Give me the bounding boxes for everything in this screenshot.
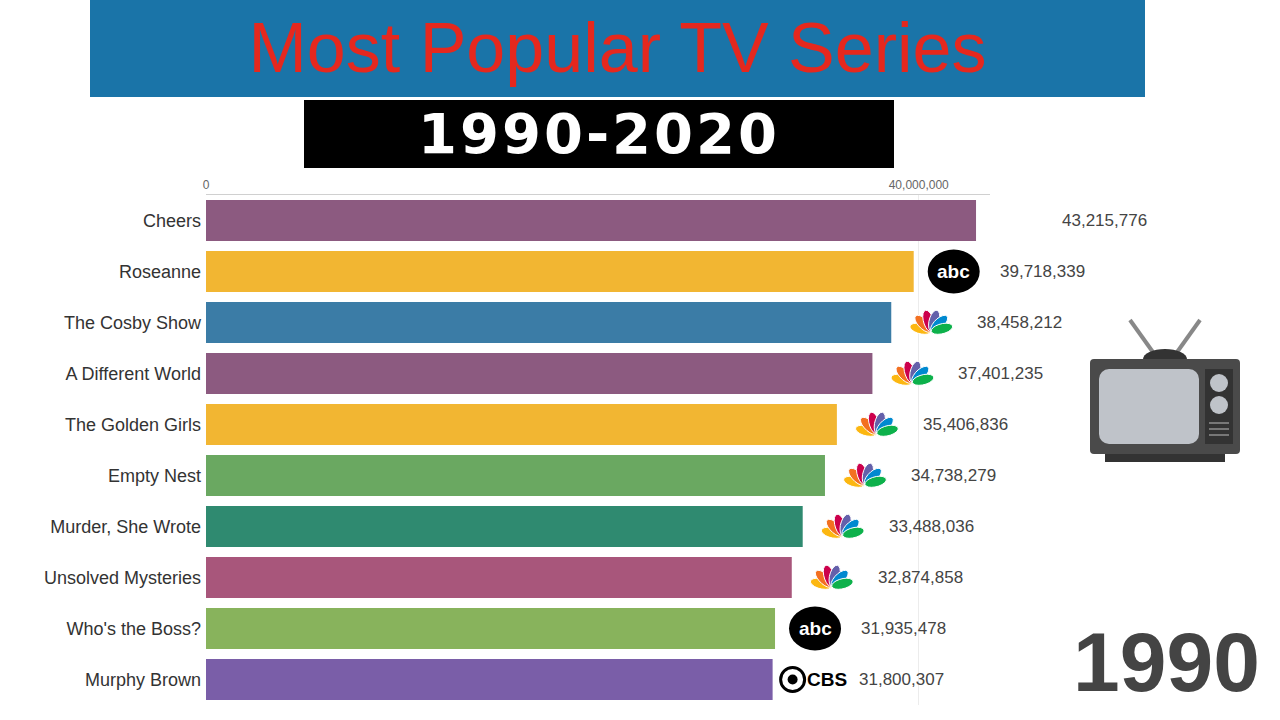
svg-text:38,458,212: 38,458,212 (977, 313, 1062, 332)
svg-text:Roseanne: Roseanne (119, 262, 201, 282)
svg-text:37,401,235: 37,401,235 (958, 364, 1043, 383)
svg-text:Unsolved Mysteries: Unsolved Mysteries (44, 568, 201, 588)
svg-text:31,935,478: 31,935,478 (861, 619, 946, 638)
svg-text:1990: 1990 (1073, 615, 1260, 709)
svg-text:35,406,836: 35,406,836 (923, 415, 1008, 434)
svg-text:39,718,339: 39,718,339 (1000, 262, 1085, 281)
svg-text:The Golden Girls: The Golden Girls (65, 415, 201, 435)
html-text:Most Popular TV Series: Most Popular TV Series (248, 9, 987, 87)
svg-text:abc: abc (937, 261, 970, 282)
svg-text:CBS: CBS (807, 669, 847, 690)
svg-text:40,000,000: 40,000,000 (889, 178, 949, 192)
svg-text:Cheers: Cheers (143, 211, 201, 231)
svg-text:A Different World: A Different World (66, 364, 201, 384)
svg-text:0: 0 (203, 178, 210, 192)
svg-text:Murder, She Wrote: Murder, She Wrote (50, 517, 201, 537)
svg-text:43,215,776: 43,215,776 (1062, 211, 1147, 230)
svg-text:Empty Nest: Empty Nest (108, 466, 201, 486)
svg-text:33,488,036: 33,488,036 (889, 517, 974, 536)
html-text:1990-2020: 1990-2020 (418, 101, 780, 166)
svg-text:31,800,307: 31,800,307 (859, 670, 944, 689)
svg-text:abc: abc (799, 618, 832, 639)
svg-text:The Cosby Show: The Cosby Show (64, 313, 202, 333)
svg-text:32,874,858: 32,874,858 (878, 568, 963, 587)
svg-text:34,738,279: 34,738,279 (911, 466, 996, 485)
svg-text:Who's the Boss?: Who's the Boss? (67, 619, 202, 639)
svg-text:Murphy Brown: Murphy Brown (85, 670, 201, 690)
